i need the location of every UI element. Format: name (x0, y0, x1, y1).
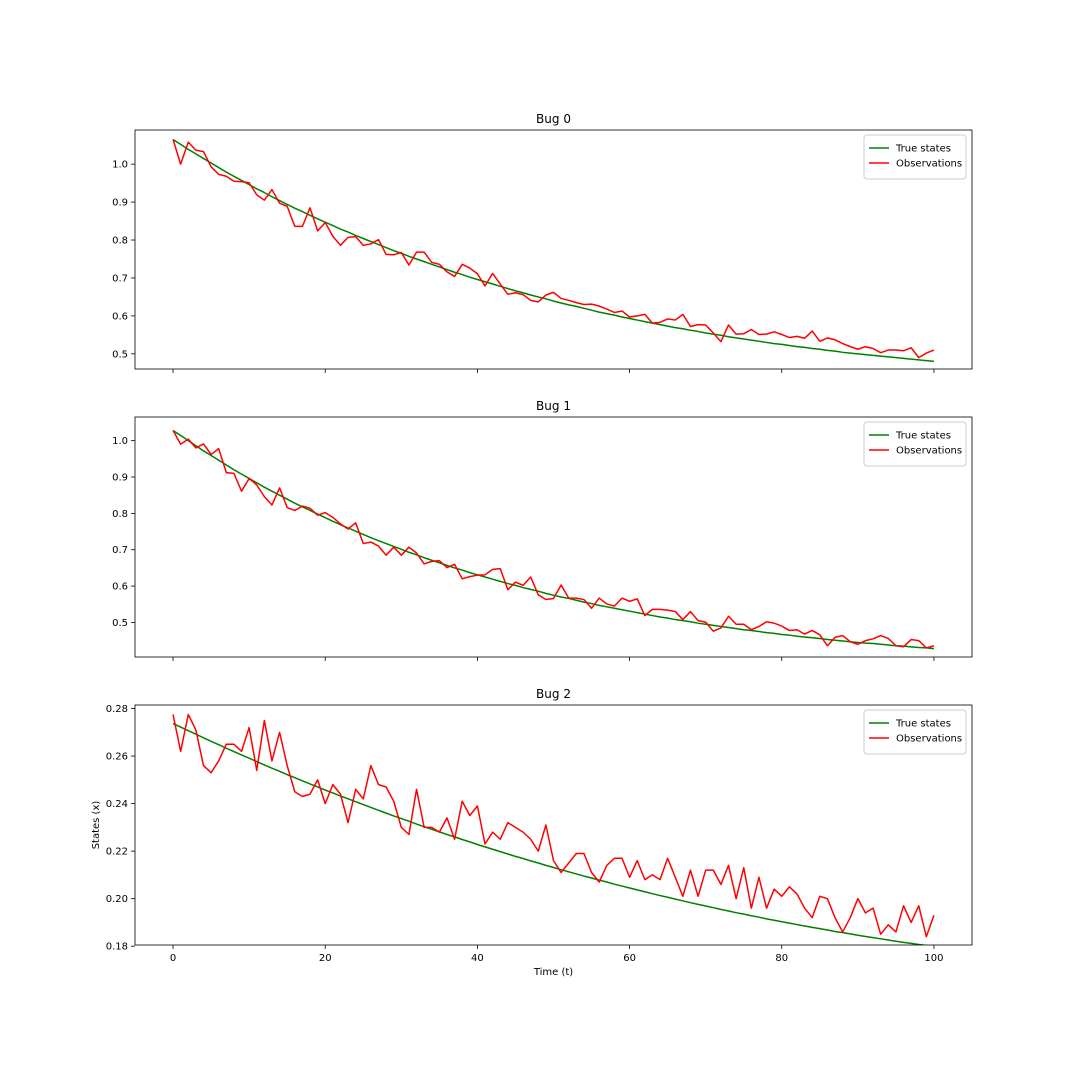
legend: True states Observations (863, 134, 967, 180)
subplot-2: Bug 2 0 20 40 60 80 100 0.18 0.20 0.22 0.24 0.26 0.2… (91, 687, 973, 978)
y-tick-label: 0.7 (112, 545, 128, 556)
subplot-1: Bug 1 0.5 0.6 0.7 0.8 0.9 1.0 True states Observ… (112, 399, 973, 661)
x-tick-label: 80 (775, 953, 788, 964)
x-tick-label: 40 (471, 953, 484, 964)
y-tick-label: 0.5 (112, 618, 128, 629)
series-line-true-states (172, 429, 935, 650)
series-line-observations (172, 139, 935, 359)
y-tick-label: 1.0 (112, 160, 128, 171)
axes-frame (134, 129, 973, 370)
series-line-true-states (172, 138, 935, 363)
y-tick-label: 0.24 (106, 799, 128, 810)
legend: True states Observations (863, 709, 967, 755)
y-tick-label: 0.22 (106, 847, 128, 858)
subplot-0: Bug 0 0.5 0.6 0.7 0.8 0.9 1.0 True states Observ… (112, 112, 973, 373)
y-tick-label: 0.9 (112, 198, 128, 209)
x-tick-label: 0 (170, 953, 176, 964)
legend-box (863, 709, 967, 755)
y-tick-label: 0.5 (112, 349, 128, 360)
x-tick-label: 60 (623, 953, 636, 964)
x-tick-label: 20 (319, 953, 332, 964)
legend-label: Observations (896, 734, 962, 745)
axes-frame (134, 704, 973, 946)
y-tick-label: 0.8 (112, 236, 128, 247)
y-tick-label: 1.0 (112, 436, 128, 447)
legend-label: True states (895, 144, 951, 155)
legend: True states Observations (863, 421, 967, 467)
legend-label: Observations (896, 446, 962, 457)
series-line-true-states (172, 722, 929, 945)
series-line-observations (172, 713, 935, 938)
x-axis-label: Time (t) (533, 967, 573, 978)
legend-label: True states (895, 431, 951, 442)
y-tick-label: 0.26 (106, 752, 128, 763)
y-tick-label: 0.9 (112, 473, 128, 484)
y-tick-label: 0.7 (112, 273, 128, 284)
legend-box (863, 421, 967, 467)
y-tick-label: 0.6 (112, 582, 128, 593)
series-line-observations (172, 430, 935, 649)
y-tick-label: 0.28 (106, 704, 128, 715)
subplot-title: Bug 1 (536, 399, 571, 413)
y-tick-label: 0.18 (106, 942, 128, 953)
y-axis-label: States (x) (91, 801, 102, 850)
y-tick-label: 0.20 (106, 894, 128, 905)
legend-box (863, 134, 967, 180)
legend-label: True states (895, 719, 951, 730)
legend-label: Observations (896, 159, 962, 170)
x-tick-label: 100 (924, 953, 943, 964)
y-tick-label: 0.6 (112, 311, 128, 322)
subplot-title: Bug 2 (536, 687, 571, 701)
y-tick-label: 0.8 (112, 509, 128, 520)
axes-frame (134, 416, 973, 658)
subplot-title: Bug 0 (536, 112, 571, 126)
